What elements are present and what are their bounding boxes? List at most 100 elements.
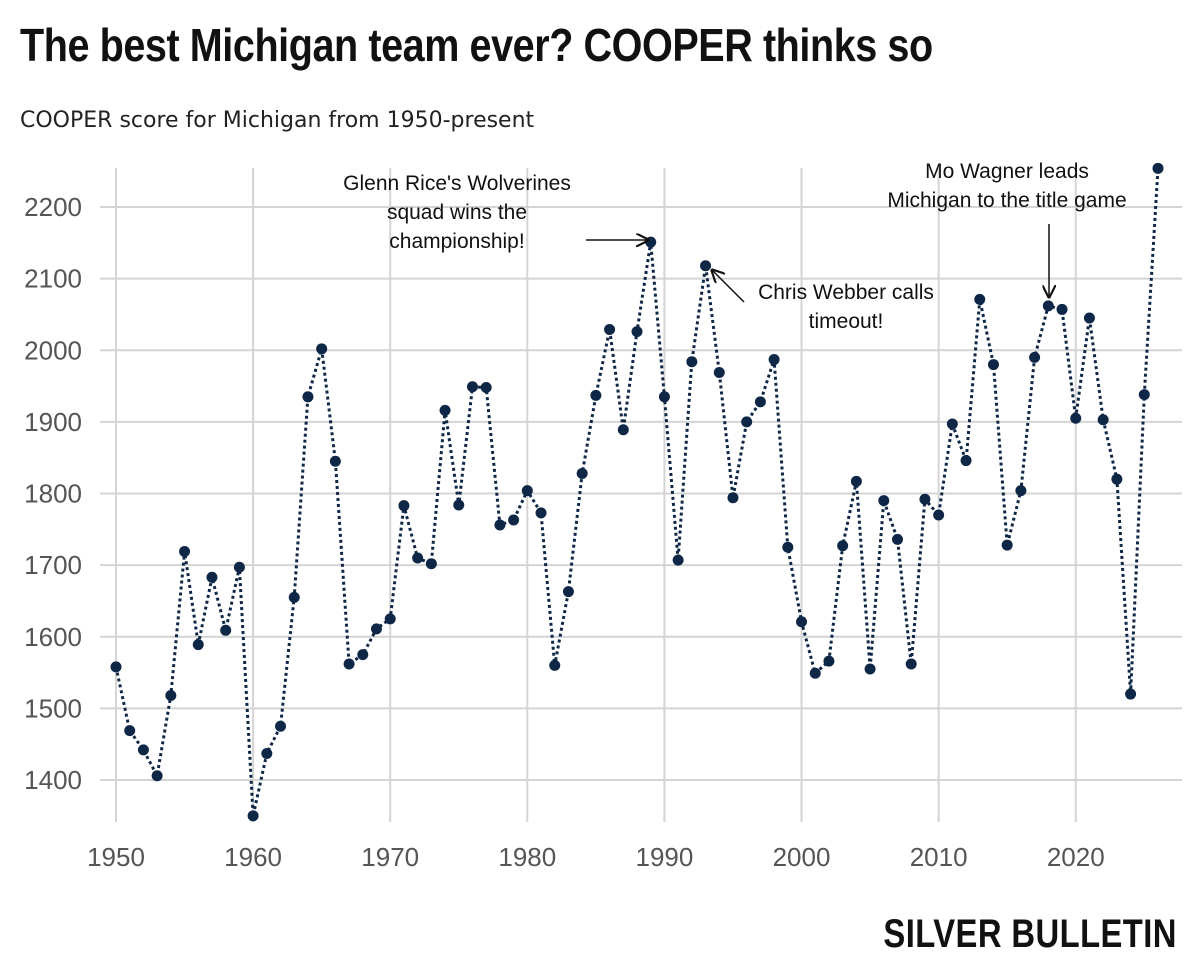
- data-point-1972: [412, 552, 424, 564]
- y-tick-label-1800: 1800: [24, 479, 82, 509]
- data-point-2019: [1056, 303, 1068, 315]
- data-point-2010: [933, 509, 945, 521]
- data-point-1990: [658, 391, 670, 403]
- data-point-2014: [987, 359, 999, 371]
- y-tick-label-1700: 1700: [24, 550, 82, 580]
- data-point-1991: [672, 554, 684, 566]
- data-point-1956: [192, 639, 204, 651]
- data-point-2002: [823, 655, 835, 667]
- annotation-1: Glenn Rice's Wolverines squad wins the cha…: [343, 172, 648, 253]
- data-point-1995: [727, 492, 739, 504]
- y-tick-label-1900: 1900: [24, 407, 82, 437]
- data-point-2009: [919, 493, 931, 505]
- data-point-2001: [809, 667, 821, 679]
- x-tick-label-1980: 1980: [498, 842, 556, 872]
- data-point-1977: [480, 381, 492, 393]
- annotation-3-line-2: Michigan to the title game: [887, 189, 1126, 212]
- data-point-1980: [521, 485, 533, 497]
- data-point-1964: [302, 391, 314, 403]
- x-tick-labels: 1950 1960 1970 1980 1990 2000 2010 2020: [87, 842, 1105, 872]
- data-point-1954: [165, 689, 177, 701]
- data-point-1976: [466, 381, 478, 393]
- data-point-1984: [576, 467, 588, 479]
- data-point-1971: [398, 500, 410, 512]
- data-point-1958: [220, 624, 232, 636]
- y-tick-label-1400: 1400: [24, 765, 82, 795]
- data-point-2026: [1152, 162, 1164, 174]
- data-point-2020: [1070, 412, 1082, 424]
- data-point-2005: [864, 663, 876, 675]
- y-tick-labels: 1400 1500 1600 1700 1800 1900 2000 2100 2200: [24, 192, 82, 795]
- data-point-1979: [508, 514, 520, 526]
- data-point-1997: [754, 396, 766, 408]
- data-point-1987: [617, 424, 629, 436]
- data-point-1994: [713, 366, 725, 378]
- data-point-1968: [357, 649, 369, 661]
- annotation-3-line-1: Mo Wagner leads: [925, 160, 1089, 183]
- data-point-1973: [425, 558, 437, 570]
- data-points: [110, 162, 1164, 822]
- data-point-2004: [850, 475, 862, 487]
- x-tick-label-1970: 1970: [361, 842, 419, 872]
- data-point-1992: [686, 356, 698, 368]
- data-point-1983: [562, 586, 574, 598]
- x-tick-label-2000: 2000: [773, 842, 831, 872]
- x-tick-label-1950: 1950: [87, 842, 145, 872]
- x-tick-label-2010: 2010: [910, 842, 968, 872]
- data-point-1955: [179, 546, 191, 558]
- data-point-1967: [343, 658, 355, 670]
- data-point-2025: [1138, 389, 1150, 401]
- data-point-2023: [1111, 473, 1123, 485]
- data-point-1962: [275, 720, 287, 732]
- series-line-michigan: [114, 168, 1160, 817]
- data-point-1975: [453, 499, 465, 511]
- annotation-3: Mo Wagner leads Michigan to the title gam…: [887, 160, 1127, 297]
- data-point-1952: [137, 744, 149, 756]
- data-point-1978: [494, 519, 506, 531]
- silver-bulletin-logo: SILVER BULLETIN: [883, 912, 1177, 956]
- data-point-2012: [960, 455, 972, 467]
- chart-title: The best Michigan team ever? COOPER thin…: [20, 19, 933, 71]
- annotation-2: Chris Webber calls timeout!: [712, 270, 934, 333]
- y-tick-label-1600: 1600: [24, 622, 82, 652]
- y-tick-label-2000: 2000: [24, 335, 82, 365]
- data-point-2021: [1083, 312, 1095, 324]
- data-point-1963: [288, 591, 300, 603]
- data-point-1982: [549, 659, 561, 671]
- data-point-1966: [329, 455, 341, 467]
- annotation-2-line-2: timeout!: [809, 310, 884, 333]
- data-point-1988: [631, 326, 643, 338]
- data-point-2013: [974, 293, 986, 305]
- annotation-2-arrow: [712, 270, 745, 303]
- data-point-1981: [535, 507, 547, 519]
- y-gridlines: [100, 206, 1182, 781]
- data-point-1998: [768, 354, 780, 366]
- data-point-1970: [384, 613, 396, 625]
- data-point-2008: [905, 658, 917, 670]
- x-gridlines: [115, 168, 1077, 822]
- annotation-1-line-3: championship!: [389, 230, 524, 253]
- data-point-2015: [1001, 539, 1013, 551]
- x-tick-label-2020: 2020: [1047, 842, 1105, 872]
- data-point-1985: [590, 389, 602, 401]
- data-point-1969: [371, 623, 382, 635]
- data-point-2000: [796, 616, 808, 628]
- data-point-1989: [645, 236, 657, 248]
- x-tick-label-1960: 1960: [224, 842, 282, 872]
- annotation-1-line-2: squad wins the: [387, 201, 527, 224]
- data-point-1960: [247, 810, 259, 822]
- data-point-1993: [700, 260, 712, 272]
- annotation-2-line-1: Chris Webber calls: [758, 281, 934, 304]
- data-point-1961: [261, 747, 273, 759]
- data-point-2016: [1015, 485, 1027, 497]
- data-point-1965: [316, 343, 328, 355]
- data-point-1999: [782, 541, 794, 553]
- data-point-2003: [837, 540, 849, 552]
- annotation-1-line-1: Glenn Rice's Wolverines: [343, 172, 571, 195]
- annotations: Glenn Rice's Wolverines squad wins the cha…: [343, 160, 1127, 333]
- data-point-2017: [1029, 351, 1041, 363]
- data-point-1959: [233, 561, 245, 573]
- data-point-1951: [124, 725, 136, 737]
- y-tick-label-2200: 2200: [24, 192, 82, 222]
- y-tick-label-2100: 2100: [24, 264, 82, 294]
